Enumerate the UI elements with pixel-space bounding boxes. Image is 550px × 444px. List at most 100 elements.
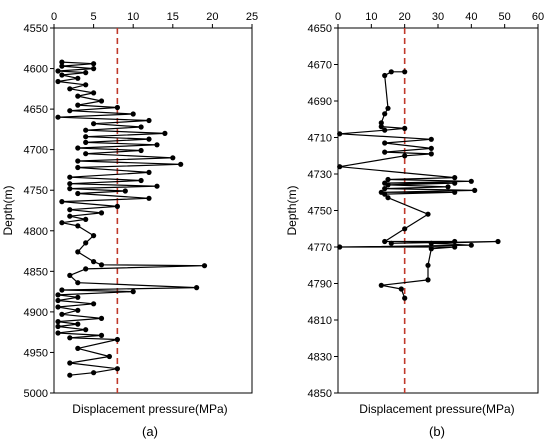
x-axis-label: Displacement pressure(MPa)	[72, 402, 227, 416]
data-point	[59, 59, 65, 65]
data-point	[98, 98, 105, 104]
y-tick-label: 4710	[308, 133, 332, 145]
data-point	[114, 104, 120, 111]
data-point	[91, 301, 97, 307]
data-point	[83, 139, 89, 145]
plot-frame	[53, 27, 253, 394]
data-point	[170, 155, 176, 161]
data-point	[91, 121, 97, 127]
data-point	[428, 145, 434, 151]
data-point	[138, 177, 144, 184]
data-point	[385, 195, 391, 201]
data-point	[378, 120, 384, 126]
data-point	[55, 68, 61, 74]
y-tick-label: 4850	[24, 266, 48, 278]
data-point	[75, 280, 81, 286]
data-point	[201, 263, 208, 269]
data-point	[55, 319, 61, 325]
data-point	[385, 105, 391, 111]
plot-frame	[337, 27, 539, 394]
y-tick-label: 4810	[308, 315, 332, 327]
x-tick-label: 25	[246, 11, 258, 23]
x-axis-label: Displacement pressure(MPa)	[359, 402, 514, 416]
data-point	[428, 240, 434, 246]
data-point	[83, 82, 89, 88]
y-tick-label: 4690	[308, 96, 332, 108]
data-point	[67, 181, 73, 187]
y-tick-label: 4790	[308, 279, 332, 291]
data-point	[75, 190, 81, 197]
data-point	[146, 136, 152, 142]
data-point	[83, 216, 89, 222]
data-point	[378, 124, 384, 130]
y-tick-label: 4670	[308, 60, 332, 72]
data-point	[402, 295, 408, 301]
data-point	[114, 336, 120, 343]
data-point	[67, 207, 73, 213]
data-point	[67, 335, 73, 341]
data-point	[83, 70, 89, 76]
data-point	[388, 240, 394, 246]
y-tick-label: 4830	[308, 352, 332, 364]
data-point	[67, 372, 73, 378]
data-point	[75, 93, 81, 99]
x-tick-label: 30	[432, 11, 444, 23]
data-point	[385, 176, 391, 183]
data-point	[75, 145, 81, 151]
data-point	[472, 187, 478, 193]
x-tick-label: 15	[167, 11, 179, 23]
panel-label: (a)	[142, 424, 158, 439]
y-tick-label: 4800	[24, 226, 48, 238]
data-point	[382, 186, 388, 192]
data-point	[382, 72, 388, 79]
data-point	[83, 127, 89, 133]
y-tick-label: 4730	[308, 169, 332, 181]
panel-b: 0 10 20 30 40 50 60 4650 4670 4690 4710 4730 4750 477…	[285, 11, 544, 439]
x-tick-label: 20	[399, 11, 411, 23]
data-point	[402, 69, 408, 75]
y-axis-label: Depth(m)	[1, 185, 15, 235]
data-point	[194, 285, 200, 291]
data-point	[83, 240, 89, 246]
series-line	[339, 71, 499, 299]
x-tick-label: 60	[532, 11, 544, 23]
data-point	[55, 78, 61, 85]
data-point	[382, 127, 388, 133]
data-point	[55, 297, 61, 304]
data-point	[138, 124, 144, 130]
data-point	[382, 111, 388, 117]
data-point	[83, 134, 89, 140]
y-axis-label: Depth(m)	[285, 185, 299, 235]
data-point	[67, 360, 73, 366]
y-tick-label: 4950	[24, 347, 48, 359]
data-point	[452, 244, 458, 250]
x-tick-label: 5	[91, 11, 97, 23]
data-point	[130, 289, 136, 295]
data-point	[445, 184, 451, 190]
data-point	[154, 142, 160, 148]
data-point	[425, 262, 431, 268]
data-point	[468, 178, 474, 184]
data-point	[67, 272, 73, 278]
series-line	[57, 61, 206, 376]
data-point	[146, 169, 152, 175]
data-point	[98, 332, 105, 338]
data-point	[83, 151, 89, 157]
panel-a: 0 5 10 15 20 25 4550 4600 4650 4700 4750 4800 4850 49…	[1, 11, 258, 439]
data-point	[468, 242, 474, 248]
data-point	[452, 180, 458, 186]
data-point	[75, 294, 81, 300]
data-point	[388, 69, 394, 75]
data-point	[67, 213, 73, 219]
y-tick-label: 4650	[308, 23, 332, 35]
data-point	[75, 223, 81, 229]
data-point	[67, 186, 73, 192]
data-point	[59, 220, 65, 226]
data-point	[98, 315, 105, 321]
data-point	[452, 189, 458, 195]
data-point	[382, 149, 388, 155]
data-point	[428, 151, 434, 157]
data-point	[75, 158, 81, 164]
data-point	[75, 345, 81, 351]
